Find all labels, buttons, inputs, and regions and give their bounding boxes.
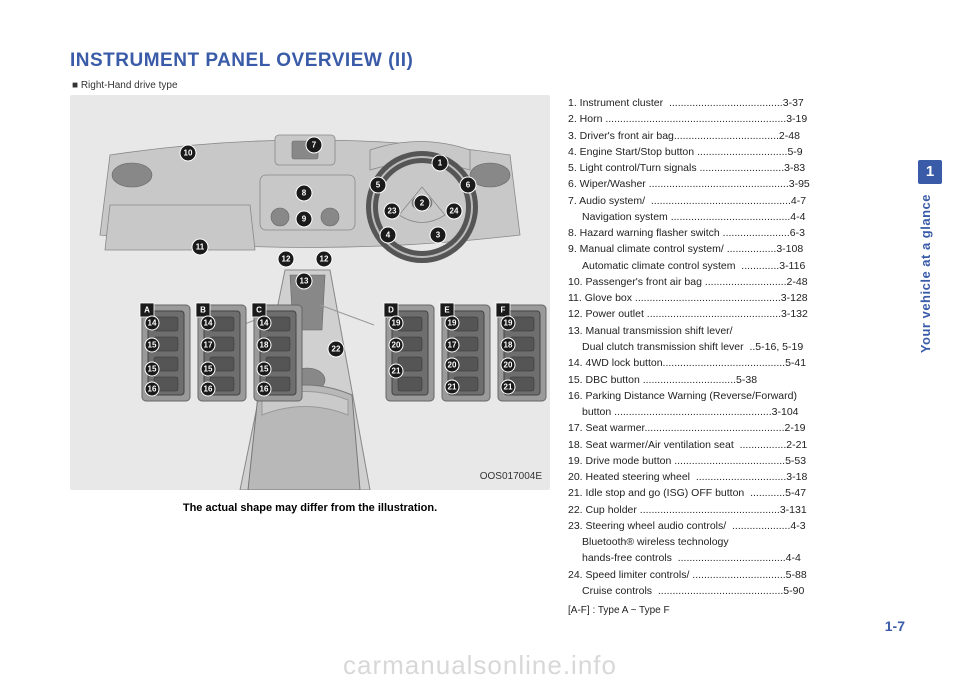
svg-text:21: 21 (392, 367, 401, 376)
list-item: 4. Engine Start/Stop button ............… (568, 144, 905, 160)
svg-text:11: 11 (196, 243, 205, 252)
svg-text:18: 18 (260, 341, 269, 350)
svg-text:20: 20 (392, 341, 401, 350)
svg-text:21: 21 (448, 383, 457, 392)
page-title: INSTRUMENT PANEL OVERVIEW (II) (70, 50, 905, 72)
list-item: 23. Steering wheel audio controls/ .....… (568, 518, 905, 534)
svg-text:24: 24 (450, 207, 459, 216)
list-subitem: button .................................… (568, 404, 905, 420)
list-item: 17. Seat warmer.........................… (568, 420, 905, 436)
list-item: 16. Parking Distance Warning (Reverse/Fo… (568, 388, 905, 404)
svg-text:14: 14 (148, 319, 157, 328)
svg-text:19: 19 (448, 319, 457, 328)
svg-text:12: 12 (320, 255, 329, 264)
list-item: 2. Horn ................................… (568, 111, 905, 127)
svg-text:17: 17 (204, 341, 213, 350)
svg-text:E: E (444, 306, 450, 315)
list-item: 3. Driver's front air bag...............… (568, 128, 905, 144)
illustration-code: OOS017004E (480, 471, 542, 482)
svg-text:C: C (256, 306, 262, 315)
list-item: 12. Power outlet .......................… (568, 306, 905, 322)
drive-type-subtitle: ■ Right-Hand drive type (72, 80, 905, 91)
list-item: 15. DBC button .........................… (568, 372, 905, 388)
svg-text:15: 15 (148, 341, 157, 350)
svg-text:3: 3 (436, 231, 441, 240)
svg-text:23: 23 (388, 207, 397, 216)
svg-text:D: D (388, 306, 394, 315)
svg-text:8: 8 (302, 189, 307, 198)
content-row: A14151516B14171516C14181516D192021E19172… (70, 95, 905, 619)
list-item: 22. Cup holder .........................… (568, 502, 905, 518)
list-item: 18. Seat warmer/Air ventilation seat ...… (568, 437, 905, 453)
svg-text:18: 18 (504, 341, 513, 350)
svg-text:22: 22 (332, 345, 341, 354)
svg-text:9: 9 (302, 215, 307, 224)
illustration-column: A14151516B14171516C14181516D192021E19172… (70, 95, 550, 619)
svg-text:A: A (144, 306, 150, 315)
svg-text:16: 16 (204, 385, 213, 394)
svg-text:1: 1 (438, 159, 443, 168)
page-number: 1-7 (885, 618, 905, 634)
list-item: 9. Manual climate control system/ ......… (568, 241, 905, 257)
list-item: 13. Manual transmission shift lever/ (568, 323, 905, 339)
callout-list: 1. Instrument cluster ..................… (568, 95, 905, 619)
list-subitem: Navigation system ......................… (568, 209, 905, 225)
list-footnote: [A-F] : Type A ~ Type F (568, 603, 905, 619)
svg-text:4: 4 (386, 231, 391, 240)
illustration-caption: The actual shape may differ from the ill… (70, 502, 550, 514)
svg-text:16: 16 (260, 385, 269, 394)
list-item: 24. Speed limiter controls/ ............… (568, 567, 905, 583)
list-item: 21. Idle stop and go (ISG) OFF button ..… (568, 485, 905, 501)
list-subitem: hands-free controls ....................… (568, 550, 905, 566)
svg-text:19: 19 (504, 319, 513, 328)
list-item: 11. Glove box ..........................… (568, 290, 905, 306)
svg-text:14: 14 (204, 319, 213, 328)
list-subitem: Bluetooth® wireless technology (568, 534, 905, 550)
svg-text:14: 14 (260, 319, 269, 328)
svg-text:5: 5 (376, 181, 381, 190)
svg-text:2: 2 (420, 199, 425, 208)
svg-text:7: 7 (312, 141, 317, 150)
svg-text:10: 10 (184, 149, 193, 158)
dashboard-svg: A14151516B14171516C14181516D192021E19172… (70, 95, 550, 490)
chapter-title-vertical: Your vehicle at a glance (918, 194, 933, 353)
svg-text:17: 17 (448, 341, 457, 350)
list-item: 14. 4WD lock button.....................… (568, 355, 905, 371)
list-item: 6. Wiper/Washer ........................… (568, 176, 905, 192)
page-content: INSTRUMENT PANEL OVERVIEW (II) ■ Right-H… (70, 50, 905, 654)
svg-text:15: 15 (148, 365, 157, 374)
list-item: 20. Heated steering wheel ..............… (568, 469, 905, 485)
list-item: 10. Passenger's front air bag ..........… (568, 274, 905, 290)
list-subitem: Automatic climate control system .......… (568, 258, 905, 274)
svg-text:F: F (501, 306, 506, 315)
list-subitem: Cruise controls ........................… (568, 583, 905, 599)
svg-text:13: 13 (300, 277, 309, 286)
svg-text:19: 19 (392, 319, 401, 328)
svg-text:16: 16 (148, 385, 157, 394)
watermark-text: carmanualsonline.info (0, 650, 960, 681)
chapter-number-chip: 1 (918, 160, 942, 184)
svg-text:15: 15 (260, 365, 269, 374)
svg-text:21: 21 (504, 383, 513, 392)
list-item: 5. Light control/Turn signals ..........… (568, 160, 905, 176)
list-subitem: Dual clutch transmission shift lever ..5… (568, 339, 905, 355)
svg-text:6: 6 (466, 181, 471, 190)
dashboard-illustration: A14151516B14171516C14181516D192021E19172… (70, 95, 550, 490)
chapter-side-tab: 1 Your vehicle at a glance (918, 160, 942, 353)
svg-text:B: B (200, 306, 206, 315)
list-item: 7. Audio system/ .......................… (568, 193, 905, 209)
svg-text:15: 15 (204, 365, 213, 374)
list-item: 19. Drive mode button ..................… (568, 453, 905, 469)
list-item: 1. Instrument cluster ..................… (568, 95, 905, 111)
svg-text:20: 20 (448, 361, 457, 370)
svg-text:12: 12 (282, 255, 291, 264)
list-item: 8. Hazard warning flasher switch .......… (568, 225, 905, 241)
svg-text:20: 20 (504, 361, 513, 370)
